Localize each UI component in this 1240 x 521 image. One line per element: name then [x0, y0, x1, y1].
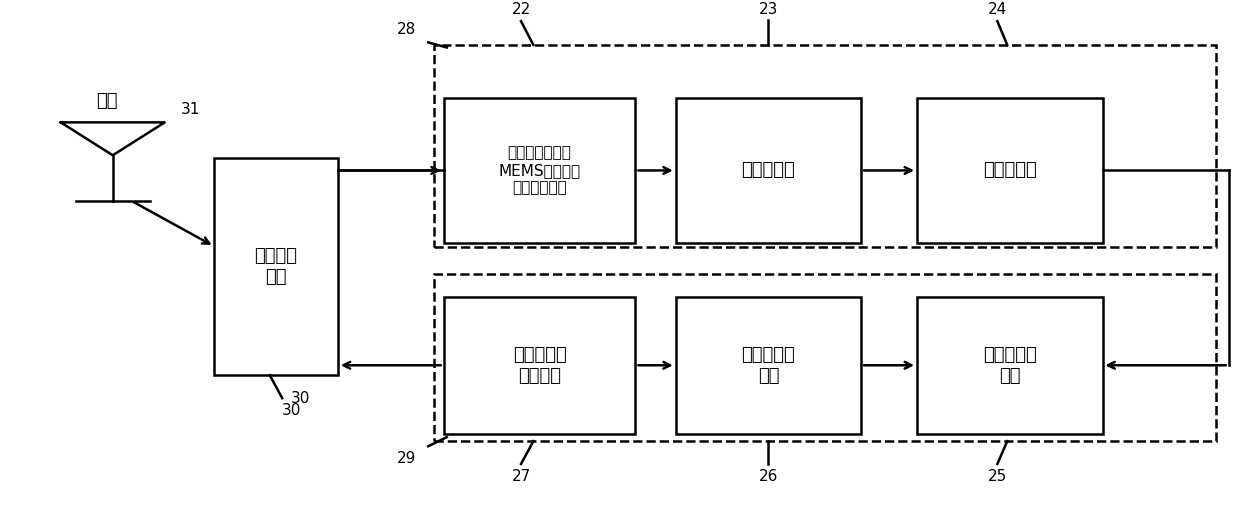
Bar [434, 274, 1216, 441]
Text: 30: 30 [291, 391, 310, 406]
Text: 微波信号功
率放大器: 微波信号功 率放大器 [512, 346, 567, 384]
Bar [444, 297, 635, 433]
Text: 27: 27 [511, 469, 531, 484]
Text: 24: 24 [988, 2, 1007, 17]
Text: 22: 22 [511, 2, 531, 17]
Bar [215, 158, 339, 376]
Text: 微波信号调
制器: 微波信号调 制器 [742, 346, 795, 384]
Text: 26: 26 [759, 469, 779, 484]
Text: 23: 23 [759, 2, 779, 17]
Text: 28: 28 [397, 22, 415, 38]
Text: 比相法缝隙耦合
MEMS微波检测
解调单片系统: 比相法缝隙耦合 MEMS微波检测 解调单片系统 [498, 145, 580, 195]
Bar [916, 297, 1102, 433]
Text: 微波信号重
构器: 微波信号重 构器 [983, 346, 1037, 384]
Text: 收发转换
电路: 收发转换 电路 [254, 247, 298, 286]
Text: 31: 31 [181, 102, 200, 117]
Bar [676, 297, 862, 433]
Bar [444, 98, 635, 243]
Text: 信号分析器: 信号分析器 [983, 162, 1037, 179]
Text: 天线: 天线 [95, 92, 118, 110]
Bar [434, 45, 1216, 247]
Text: 信号存储器: 信号存储器 [742, 162, 795, 179]
Polygon shape [61, 122, 165, 155]
Text: 30: 30 [283, 403, 301, 418]
Text: 29: 29 [397, 451, 415, 466]
Bar [916, 98, 1102, 243]
Text: 25: 25 [988, 469, 1007, 484]
Bar [676, 98, 862, 243]
